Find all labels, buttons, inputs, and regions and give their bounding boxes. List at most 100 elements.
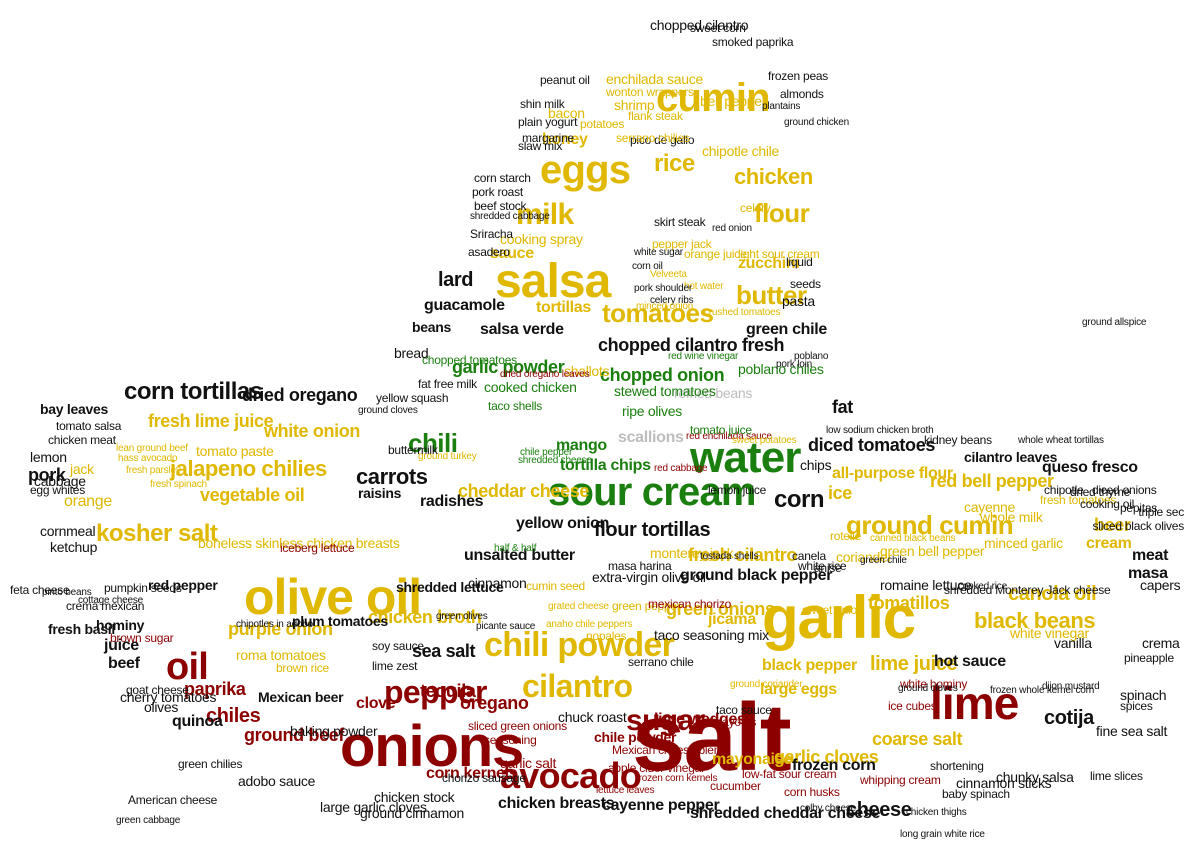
word-kosher-salt: kosher salt [96,520,218,547]
word-crema-mexican: crema mexican [66,599,145,613]
word-lean-ground-beef: lean ground beef [116,443,188,454]
word-shallots: shallots [564,363,610,379]
word-picante-sauce: picante sauce [476,621,536,632]
word-cotija: cotija [1044,707,1094,729]
word-fresh-tomatoes: fresh tomatoes [1040,493,1117,507]
word-cheese: cheese [846,799,912,821]
word-corn-kernels: corn kernels [426,765,518,782]
word-red-cabbage: red cabbage [654,463,708,474]
word-corn-starch: corn starch [474,171,531,185]
word-fresh-parsley: fresh parsley [126,465,181,476]
word-milk: milk [516,198,574,231]
word-extra-virgin-olive-oil: extra-virgin olive oil [592,569,706,585]
word-radishes: radishes [420,493,484,510]
word-garlic-powder: garlic powder [452,357,565,377]
word-roma-tomatoes: roma tomatoes [236,647,326,663]
word-canned-black-beans: canned black beans [870,533,956,544]
word-pasta: pasta [782,293,815,309]
word-poblano-chiles: poblano chiles [738,361,824,377]
word-purple-onion: purple onion [228,619,333,639]
word-mayonaise: mayonaise [712,751,792,768]
word-sliced-black-olives: sliced black olives [1092,519,1185,533]
word-water: water [690,433,801,482]
word-canela: canela [792,549,826,563]
word-wonton-wrappers: wonton wrappers [606,85,694,99]
word-dried-thyme: dried thyme [1070,485,1131,499]
word-skirt-steak: skirt steak [654,215,706,229]
word-grated-cheese: grated cheese [548,601,609,612]
word-whipping-cream: whipping cream [860,773,941,787]
word-plum-tomatoes: plum tomatoes [292,613,388,629]
word-poblano: poblano [794,351,829,362]
word-white-onion: white onion [264,421,361,441]
word-pinto-beans: pinto beans [42,587,92,598]
word-taco-sauce: taco sauce [716,703,772,717]
word-anise: anise [814,561,842,575]
word-cumin: cumin [656,76,771,120]
word-beans: beans [412,319,452,335]
word-oregano: oregano [460,693,529,713]
word-white-hominy: white hominy [900,677,968,691]
word-jack: jack [70,461,94,477]
word-garlic-salt: garlic salt [500,755,557,771]
word-black-pepper: black pepper [762,657,857,674]
word-hass-avocado: hass avocado [118,453,178,464]
word-cooked-rice: cooked rice [958,581,1007,592]
word-tortilla-chips: tortilla chips [560,457,651,474]
word-all-purpose-flour: all-purpose flour [832,465,953,482]
word-chuck-roast: chuck roast [558,709,627,725]
word-tomato-salsa: tomato salsa [56,419,122,433]
word-raisins: raisins [358,485,402,501]
word-cucumber: cucumber [710,779,761,793]
word-green-onions: green onions [666,599,775,619]
word-shin-milk: shin milk [520,97,565,111]
word-chunky-salsa: chunky salsa [996,769,1074,785]
word-salsa: salsa [495,255,611,308]
word-mexican-cheese-blend: Mexican cheese blend [612,743,727,757]
word-garlic-cloves: garlic cloves [774,747,879,767]
word-serrano-chilies: serrano chilies [616,131,690,145]
word-lime-juice: lime juice [870,653,958,675]
word-sour-cream: sour cream [548,470,756,514]
word-chicken: chicken [734,164,813,189]
word-canola-oil: canola oil [1008,583,1097,605]
word-velveeta: Velveeta [650,269,687,280]
word-sweet-potatoes: sweet potatoes [732,435,797,446]
word-tomatoes: tomatoes [602,298,714,328]
word-spinach: spinach [1120,687,1167,703]
word-taco-seasoning-mix: taco seasoning mix [654,627,769,643]
word-iceberg-lettuce: iceberg lettuce [280,541,355,555]
word-unsalted-butter: unsalted butter [464,547,575,564]
word-margarine: margarine [522,131,574,145]
word-rotelle: rotelle [830,529,862,543]
word-cilantro-leaves: cilantro leaves [964,449,1058,465]
word-chipotles-in-adobo: chipotles in adobo [236,619,314,630]
word-sea-salt: sea salt [412,641,476,661]
word-lime-slices: lime slices [1090,769,1143,783]
word-ice-cubes: ice cubes [888,699,937,713]
word-red-bell-pepper: red bell pepper [930,471,1054,491]
word-monterey-jack: monterey jack [650,545,734,561]
word-tomato-paste: tomato paste [196,443,274,459]
word-lime-zest: lime zest [372,659,418,673]
word-capers: capers [1140,577,1181,593]
word-romaine-lettuce: romaine lettuce [880,577,972,593]
word-beef: beef [108,655,140,672]
word-sauce: sauce [490,245,534,262]
word-ground-black-pepper: ground black pepper [680,567,833,584]
word-pepper: pepper [384,674,487,710]
word-onions: onions [340,714,524,779]
word-chopped-tomatoes: chopped tomatoes [422,353,517,367]
word-corn: corn [774,486,825,513]
word-ground-cumin: ground cumin [846,510,1014,540]
word-butter: butter [736,280,807,310]
word-ripe-olives: ripe olives [622,403,682,419]
word-chicken-breasts: chicken breasts [498,795,615,812]
word-slaw-mix: slaw mix [518,139,563,153]
word-pork: pork [28,465,66,485]
word-cheddar-cheese: cheddar cheese [458,481,590,501]
word-plain-yogurt: plain yogurt [518,115,578,129]
word-dried-oregano: dried oregano [242,385,358,405]
word-ground-cloves: ground cloves [358,405,418,416]
word-eggs: eggs [540,148,631,192]
